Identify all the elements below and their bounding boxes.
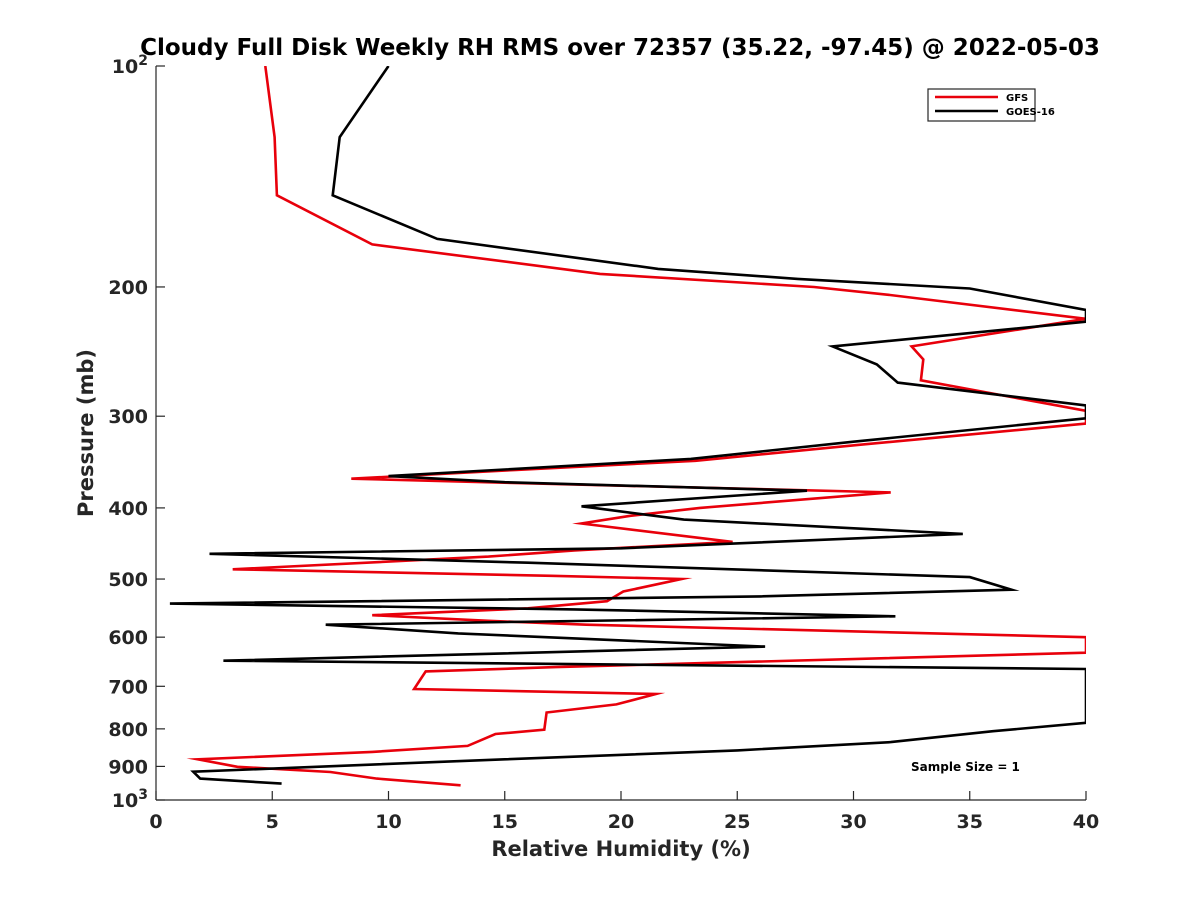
x-tick-label: 40 bbox=[1073, 811, 1099, 833]
chart-title: Cloudy Full Disk Weekly RH RMS over 7235… bbox=[140, 35, 1100, 61]
axes-layer: 0 5 10 15 20 25 30 35 40 102 200 300 400 500 600 700 800… bbox=[108, 53, 1099, 833]
x-tick-label: 10 bbox=[375, 811, 401, 833]
x-tick-label: 35 bbox=[957, 811, 983, 833]
legend-label-gfs: GFS bbox=[1006, 93, 1028, 104]
y-tick-label: 800 bbox=[108, 719, 148, 741]
x-tick-label: 25 bbox=[724, 811, 750, 833]
x-tick-label: 20 bbox=[608, 811, 634, 833]
y-tick-label: 200 bbox=[108, 277, 148, 299]
x-tick-label: 0 bbox=[149, 811, 162, 833]
y-tick-label: 500 bbox=[108, 569, 148, 591]
legend: GFS GOES-16 bbox=[927, 88, 1055, 122]
series-layer bbox=[169, 66, 1086, 787]
legend-box bbox=[927, 88, 1036, 122]
y-tick-label: 700 bbox=[108, 676, 148, 698]
series-line-goes-16 bbox=[169, 66, 1086, 785]
y-tick-label: 400 bbox=[108, 498, 148, 520]
y-tick-label: 300 bbox=[108, 406, 148, 428]
y-tick-label: 103 bbox=[112, 787, 148, 812]
legend-label-goes-16: GOES-16 bbox=[1006, 107, 1055, 118]
y-tick-label: 102 bbox=[112, 53, 148, 78]
y-tick-label: 600 bbox=[108, 627, 148, 649]
sample-size-annotation: Sample Size = 1 bbox=[911, 760, 1020, 774]
x-tick-label: 30 bbox=[840, 811, 866, 833]
x-tick-label: 15 bbox=[492, 811, 518, 833]
series-line-gfs bbox=[186, 66, 1086, 787]
y-tick-label: 900 bbox=[108, 756, 148, 778]
y-axis-label: Pressure (mb) bbox=[74, 349, 98, 517]
x-axis-label: Relative Humidity (%) bbox=[491, 837, 750, 861]
x-tick-label: 5 bbox=[266, 811, 279, 833]
